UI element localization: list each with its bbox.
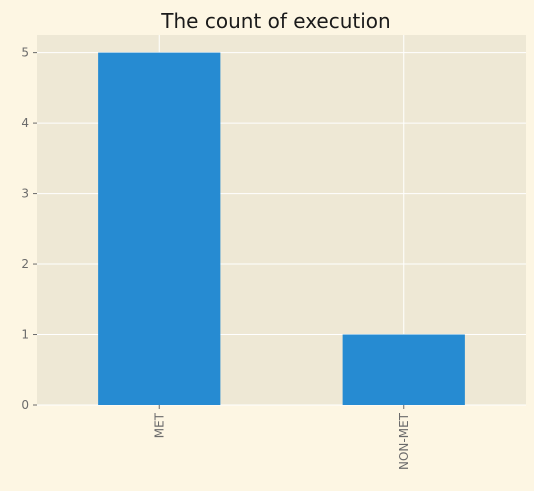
y-tick-label: 0: [21, 398, 29, 412]
chart-title: The count of execution: [160, 9, 390, 33]
x-tick-label: NON-MET: [397, 412, 411, 470]
y-tick-label: 5: [21, 46, 29, 60]
y-tick-label: 3: [21, 187, 29, 201]
bars: [98, 52, 465, 405]
y-axis-ticks: 0 1 2 3 4 5: [21, 46, 37, 412]
y-tick-label: 4: [21, 116, 29, 130]
x-tick-label: MET: [152, 412, 166, 438]
bar-met: [98, 52, 221, 405]
x-axis-ticks: MET NON-MET: [152, 405, 411, 470]
y-tick-label: 2: [21, 257, 29, 271]
y-tick-label: 1: [21, 328, 29, 342]
bar-non-met: [342, 334, 465, 405]
